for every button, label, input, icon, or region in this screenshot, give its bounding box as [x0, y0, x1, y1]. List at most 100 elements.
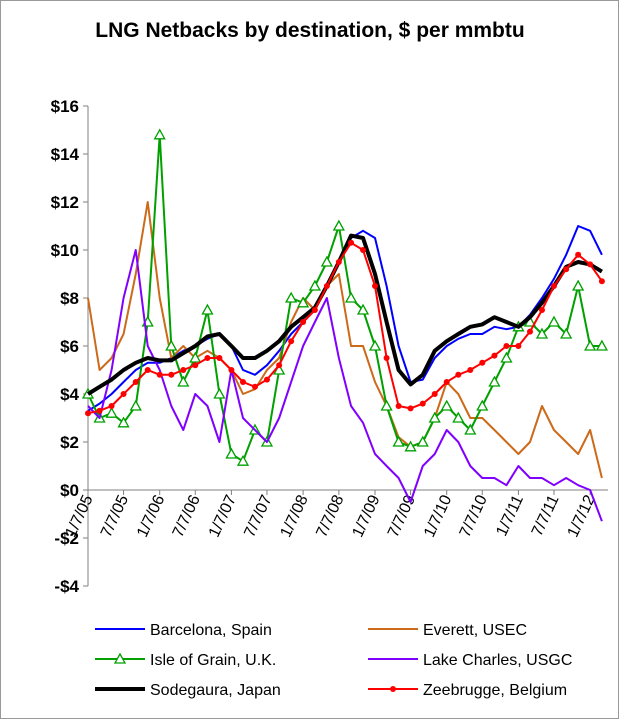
marker	[288, 338, 295, 345]
marker	[192, 362, 199, 369]
marker	[360, 247, 367, 253]
marker	[455, 371, 462, 378]
marker	[85, 410, 91, 417]
y-tick-label: $10	[51, 241, 79, 260]
marker	[129, 399, 142, 411]
marker	[479, 359, 486, 366]
marker	[488, 375, 501, 387]
marker	[500, 351, 513, 363]
y-tick-label: $14	[51, 145, 80, 164]
marker	[547, 315, 561, 327]
marker	[538, 307, 545, 313]
legend-item: Barcelona, Spain	[95, 622, 272, 639]
marker	[189, 351, 202, 363]
marker	[105, 406, 118, 418]
y-tick-label: $8	[60, 289, 79, 308]
marker	[380, 399, 393, 411]
marker	[216, 355, 223, 361]
legend-label: Isle of Grain, U.K.	[150, 652, 276, 669]
marker	[108, 403, 115, 409]
marker	[575, 251, 582, 258]
y-tick-label: $2	[60, 433, 79, 452]
marker	[560, 327, 573, 339]
legend-item: Everett, USEC	[368, 622, 527, 639]
marker	[383, 355, 390, 361]
series-line	[87, 249, 603, 522]
marker	[535, 327, 549, 339]
marker	[156, 371, 163, 378]
marker	[228, 367, 235, 373]
marker	[467, 367, 474, 373]
marker	[177, 375, 190, 387]
marker	[550, 283, 557, 289]
series-line	[87, 201, 603, 479]
marker	[443, 379, 450, 385]
legend-item: Isle of Grain, U.K.	[95, 652, 276, 669]
marker	[201, 303, 214, 315]
marker	[285, 291, 298, 303]
series-line	[87, 133, 602, 463]
marker	[332, 219, 345, 231]
marker	[225, 447, 238, 459]
marker	[276, 362, 283, 369]
legend-label: Zeebrugge, Belgium	[423, 682, 567, 699]
legend-label: Barcelona, Spain	[150, 622, 272, 639]
marker	[515, 343, 522, 349]
marker	[297, 296, 310, 308]
marker	[96, 407, 103, 414]
marker	[452, 411, 465, 423]
legend-label: Sodegaura, Japan	[150, 682, 281, 699]
marker	[165, 339, 178, 351]
marker	[311, 307, 318, 313]
marker	[440, 399, 453, 411]
y-tick-label: -$2	[54, 529, 79, 548]
marker	[584, 339, 597, 351]
marker	[300, 319, 307, 325]
chart-title: LNG Netbacks by destination, $ per mmbtu	[95, 19, 525, 42]
marker	[120, 391, 127, 397]
marker	[117, 416, 130, 428]
marker	[595, 339, 609, 351]
marker	[404, 440, 417, 452]
y-tick-label: $4	[60, 385, 79, 404]
marker	[587, 261, 594, 268]
marker	[213, 387, 226, 399]
marker	[407, 405, 414, 412]
marker	[113, 652, 127, 664]
marker	[251, 383, 258, 390]
legend-item: Lake Charles, USGC	[368, 652, 572, 669]
y-tick-label: $6	[60, 337, 79, 356]
marker	[390, 686, 396, 692]
marker	[476, 399, 489, 411]
marker	[491, 352, 498, 359]
marker	[344, 291, 358, 303]
marker	[348, 239, 355, 246]
y-tick-label: -$4	[54, 577, 79, 596]
marker	[204, 355, 211, 361]
legend-label: Lake Charles, USGC	[423, 652, 572, 669]
marker	[416, 435, 429, 447]
marker	[132, 379, 139, 385]
marker	[572, 279, 585, 291]
marker	[263, 376, 270, 383]
marker	[598, 278, 605, 285]
legend-item: Sodegaura, Japan	[95, 682, 281, 699]
marker	[236, 454, 250, 466]
y-tick-label: $0	[60, 481, 79, 500]
series-line	[86, 233, 603, 396]
marker	[368, 339, 382, 351]
marker	[356, 303, 370, 315]
marker	[563, 266, 570, 273]
marker	[419, 400, 426, 407]
marker	[168, 371, 175, 378]
marker	[428, 411, 441, 423]
y-tick-label: $16	[51, 97, 79, 116]
marker	[323, 283, 330, 289]
marker	[372, 283, 379, 289]
marker	[503, 343, 510, 349]
marker	[392, 435, 405, 447]
marker	[144, 367, 151, 373]
